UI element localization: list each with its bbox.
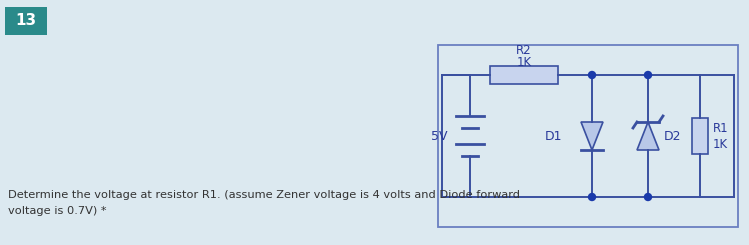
Text: 13: 13 <box>16 13 37 28</box>
Circle shape <box>589 194 595 200</box>
Bar <box>438 45 738 227</box>
Circle shape <box>644 72 652 78</box>
Text: 5V: 5V <box>431 130 448 143</box>
Polygon shape <box>637 122 659 150</box>
Circle shape <box>589 72 595 78</box>
Bar <box>692 118 708 154</box>
Bar <box>5 7 47 35</box>
Text: R1: R1 <box>713 122 729 135</box>
Text: Determine the voltage at resistor R1. (assume Zener voltage is 4 volts and Diode: Determine the voltage at resistor R1. (a… <box>8 190 520 216</box>
Text: R2: R2 <box>516 45 532 58</box>
Bar <box>490 66 558 84</box>
Text: 1K: 1K <box>713 137 728 150</box>
Text: D2: D2 <box>664 130 682 143</box>
Polygon shape <box>581 122 603 150</box>
Text: D1: D1 <box>545 130 562 143</box>
Text: 1K: 1K <box>517 57 532 70</box>
Circle shape <box>644 194 652 200</box>
